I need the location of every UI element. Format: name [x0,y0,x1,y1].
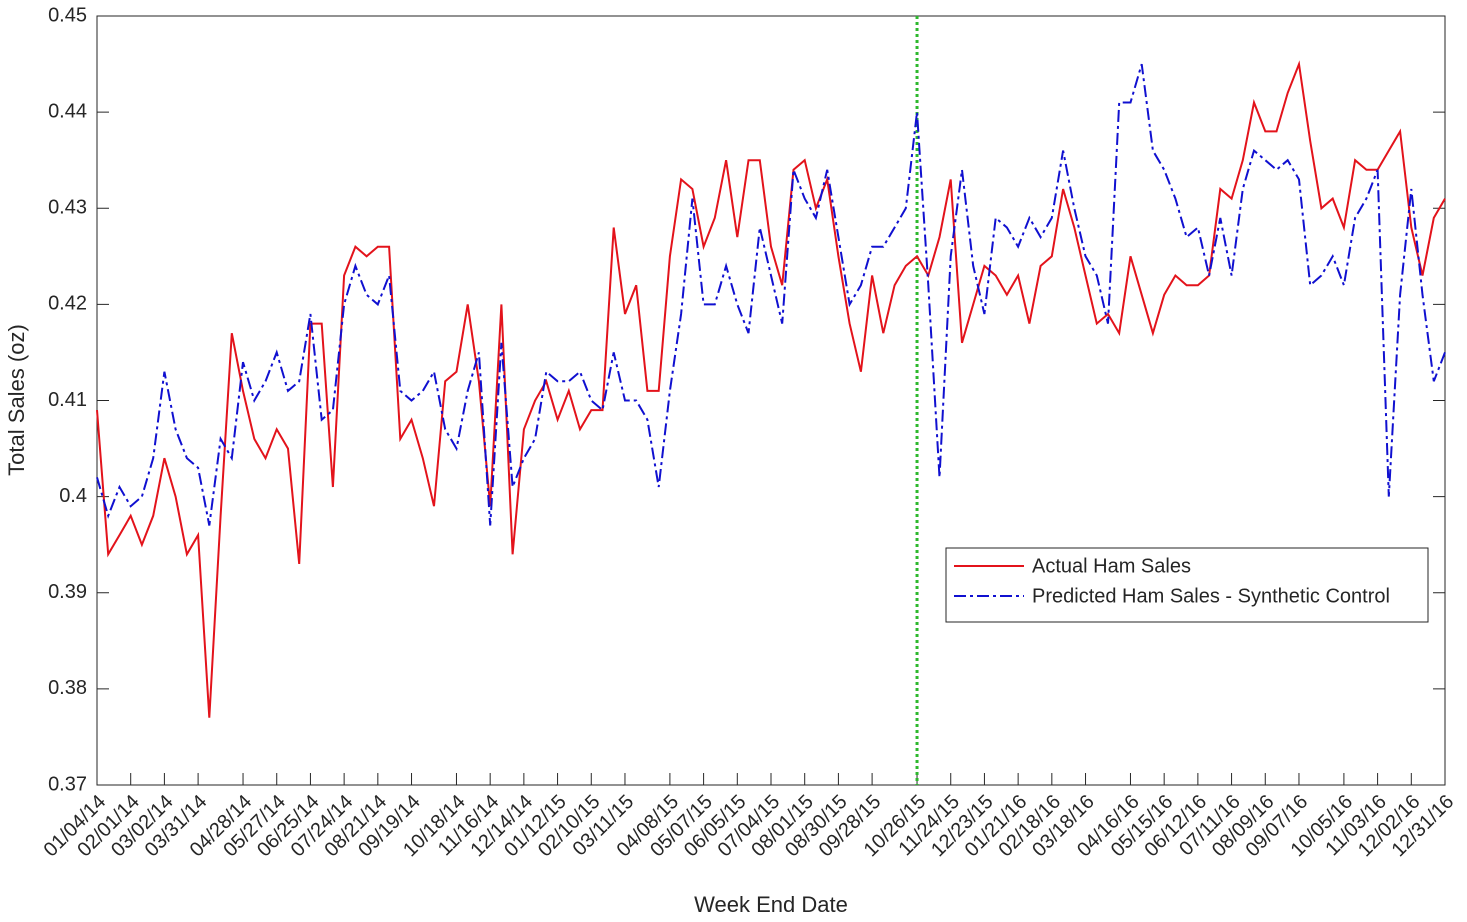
y-tick-label: 0.41 [48,389,87,411]
series-line [96,60,1446,718]
plot-area [96,15,1446,786]
legend-label: Predicted Ham Sales - Synthetic Control [1032,585,1390,607]
y-tick-label: 0.44 [48,100,87,122]
x-axis-label: Week End Date [694,892,848,917]
y-tick-label: 0.38 [48,677,87,699]
legend-label: Actual Ham Sales [1032,555,1191,577]
y-axis-label: Total Sales (oz) [4,324,29,476]
y-tick-label: 0.42 [48,293,87,315]
y-tick-label: 0.45 [48,4,87,26]
y-tick-label: 0.4 [59,485,87,507]
legend-box [945,547,1429,623]
y-tick-label: 0.39 [48,581,87,603]
y-tick-label: 0.37 [48,773,87,795]
y-tick-label: 0.43 [48,197,87,219]
series-line [96,63,1446,526]
